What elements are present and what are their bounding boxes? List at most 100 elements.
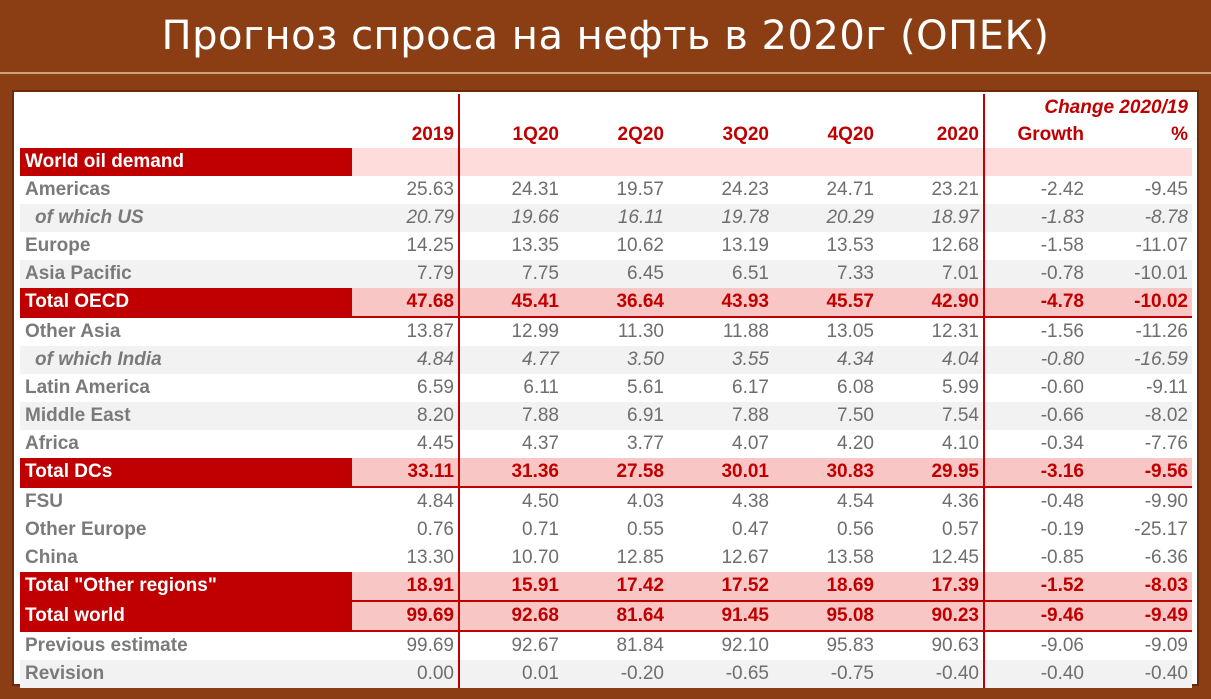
- cell-value: -9.45: [1144, 179, 1188, 200]
- row-label: Other Europe: [25, 519, 147, 540]
- cell-value: 4.04: [878, 346, 985, 374]
- cell-value: 6.45: [563, 260, 668, 288]
- cell-value: 3.77: [627, 433, 664, 454]
- cell-value: 18.91: [352, 572, 460, 602]
- cell-value: 92.10: [721, 635, 769, 656]
- cell-value: 15.91: [459, 572, 563, 602]
- cell-value: -0.40: [984, 660, 1088, 688]
- column-header-row: 2019 1Q20 2Q20 3Q20 4Q20 2020 Growth %: [20, 121, 1192, 148]
- cell-value: 81.84: [616, 635, 664, 656]
- cell-value: 45.57: [773, 288, 878, 318]
- cell-value: 99.69: [352, 631, 460, 660]
- table-row: Latin America 6.59 6.11 5.61 6.17 6.08 5.99 -0.…: [20, 374, 1192, 402]
- cell-value: -0.60: [1040, 377, 1084, 398]
- cell-value: 4.37: [522, 433, 559, 454]
- cell-value: -0.34: [1040, 433, 1084, 454]
- cell-value: -8.78: [1088, 204, 1192, 232]
- cell-value: -9.49: [1088, 601, 1192, 632]
- cell-value: 12.31: [878, 317, 985, 346]
- cell-value: 19.57: [616, 179, 664, 200]
- cell-value: -0.78: [984, 260, 1088, 288]
- col-header: 2019: [352, 121, 460, 148]
- cell-value: 13.30: [352, 544, 460, 572]
- row-label: Total "Other regions": [20, 572, 352, 602]
- cell-value: 18.69: [773, 572, 878, 602]
- cell-value: 7.33: [773, 260, 878, 288]
- cell-value: 17.42: [563, 572, 668, 602]
- table-row: Africa 4.45 4.37 3.77 4.07 4.20 4.10 -0.34 -7.76: [20, 430, 1192, 458]
- cell-value: 4.77: [459, 346, 563, 374]
- table-row: China 13.30 10.70 12.85 12.67 13.58 12.45 -0.85…: [20, 544, 1192, 572]
- cell-value: 19.78: [668, 204, 773, 232]
- cell-value: 5.61: [627, 377, 664, 398]
- cell-value: 12.68: [878, 232, 985, 260]
- cell-value: 30.83: [773, 458, 878, 488]
- slide-title: Прогноз спроса на нефть в 2020г (ОПЕК): [161, 13, 1050, 59]
- row-label: Total world: [20, 601, 352, 632]
- cell-value: 45.41: [459, 288, 563, 318]
- row-label: FSU: [25, 491, 63, 512]
- cell-value: 13.19: [721, 235, 769, 256]
- table-row: of which India 4.84 4.77 3.50 3.55 4.34 4.04 -0…: [20, 346, 1192, 374]
- cell-value: 4.34: [773, 346, 878, 374]
- cell-value: 27.58: [563, 458, 668, 488]
- cell-value: 6.08: [837, 377, 874, 398]
- cell-value: 7.54: [878, 402, 985, 430]
- cell-value: 13.53: [826, 235, 874, 256]
- table-panel: Change 2020/19 2019 1Q20 2Q20 3Q20 4Q20 …: [12, 90, 1199, 688]
- cell-value: 0.76: [352, 516, 460, 544]
- cell-value: 7.79: [352, 260, 460, 288]
- cell-value: -3.16: [984, 458, 1088, 488]
- cell-value: -9.11: [1146, 377, 1188, 398]
- row-label: Americas: [25, 179, 111, 200]
- cell-value: 47.68: [352, 288, 460, 318]
- cell-value: 25.63: [352, 176, 460, 204]
- cell-value: 0.57: [878, 516, 985, 544]
- cell-value: -7.76: [1144, 433, 1188, 454]
- cell-value: -0.40: [1088, 660, 1192, 688]
- title-divider: [0, 72, 1211, 74]
- cell-value: -0.19: [1040, 519, 1084, 540]
- section-label: World oil demand: [20, 148, 352, 176]
- cell-value: 92.67: [511, 635, 559, 656]
- cell-value: -6.36: [1144, 547, 1188, 568]
- cell-value: 6.51: [668, 260, 773, 288]
- row-label: Middle East: [20, 402, 352, 430]
- table-row: of which US 20.79 19.66 16.11 19.78 20.29 18.9…: [20, 204, 1192, 232]
- cell-value: 13.35: [511, 235, 559, 256]
- cell-value: 92.68: [459, 601, 563, 632]
- cell-value: 7.50: [773, 402, 878, 430]
- cell-value: 8.20: [352, 402, 460, 430]
- cell-value: 11.88: [722, 321, 769, 342]
- table-row: FSU 4.84 4.50 4.03 4.38 4.54 4.36 -0.48 -9.90: [20, 487, 1192, 516]
- cell-value: 6.59: [352, 374, 460, 402]
- cell-value: 3.50: [563, 346, 668, 374]
- cell-value: 95.83: [826, 635, 874, 656]
- oil-demand-table: Change 2020/19 2019 1Q20 2Q20 3Q20 4Q20 …: [20, 94, 1192, 688]
- cell-value: 0.00: [352, 660, 460, 688]
- cell-value: -0.85: [1040, 547, 1084, 568]
- row-label: Europe: [25, 235, 91, 256]
- cell-value: 12.85: [616, 547, 664, 568]
- col-header: 2020: [878, 121, 985, 148]
- cell-value: -9.06: [1040, 635, 1084, 656]
- cell-value: -0.80: [984, 346, 1088, 374]
- cell-value: 13.87: [352, 317, 460, 346]
- cell-value: 95.08: [773, 601, 878, 632]
- cell-value: 91.45: [668, 601, 773, 632]
- cell-value: 90.23: [878, 601, 985, 632]
- cell-value: -1.58: [1040, 235, 1084, 256]
- cell-value: -9.46: [984, 601, 1088, 632]
- cell-value: 29.95: [878, 458, 985, 488]
- cell-value: 0.47: [732, 519, 769, 540]
- cell-value: 4.07: [732, 433, 769, 454]
- cell-value: 23.21: [878, 176, 985, 204]
- cell-value: 4.50: [522, 491, 559, 512]
- table-row: Total "Other regions" 18.91 15.91 17.42 17.5…: [20, 572, 1192, 602]
- cell-value: 43.93: [668, 288, 773, 318]
- cell-value: 17.52: [668, 572, 773, 602]
- row-label: Total DCs: [20, 458, 352, 488]
- cell-value: 99.69: [352, 601, 460, 632]
- cell-value: -0.66: [984, 402, 1088, 430]
- cell-value: 24.71: [826, 179, 874, 200]
